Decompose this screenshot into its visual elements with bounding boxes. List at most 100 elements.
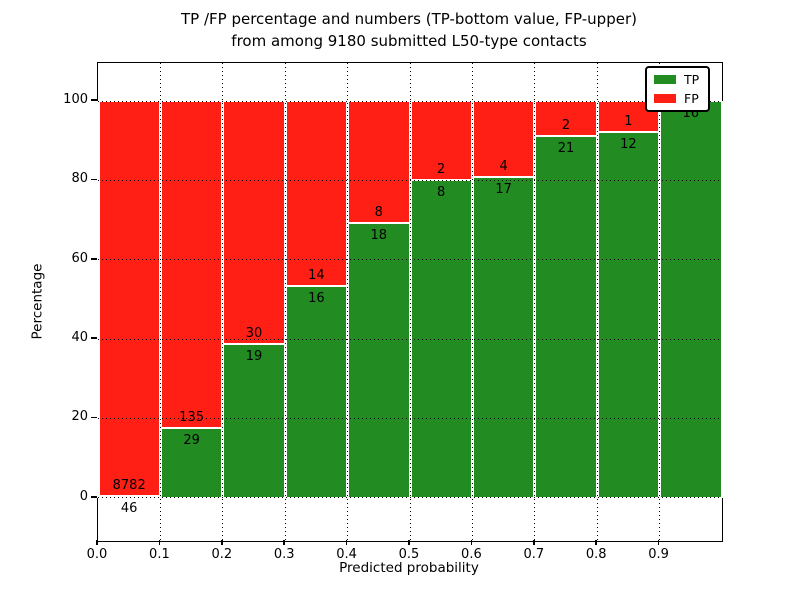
bar-count-label-fp: 2 <box>437 162 446 178</box>
legend-swatch-tp-icon <box>654 75 676 84</box>
x-tick <box>408 540 410 545</box>
bar-segment-tp <box>285 286 348 498</box>
y-tick <box>91 99 97 101</box>
bar-segment-fp <box>160 101 223 428</box>
x-tick <box>533 540 535 545</box>
bar-edge-boundary <box>285 285 348 288</box>
bar-edge-boundary <box>597 130 660 133</box>
legend-label-fp: FP <box>684 91 699 106</box>
gridline-vertical <box>284 63 286 541</box>
x-tick <box>657 540 660 545</box>
bar-count-label-tp: 18 <box>370 228 388 244</box>
bar-segment-fp <box>285 101 348 287</box>
bar-count-label-tp: 29 <box>183 432 200 448</box>
bar-count-label-tp: 8 <box>437 185 446 201</box>
bar-edge-vertical <box>720 101 724 498</box>
bar-segment-fp <box>98 101 161 496</box>
bar-segment-fp <box>472 101 535 177</box>
gridline-vertical <box>347 63 349 541</box>
bar-segment-tp <box>472 176 535 498</box>
x-tick-label: 0.6 <box>461 547 482 562</box>
bar-count-label-tp: 12 <box>620 136 637 152</box>
bar-segment-fp <box>534 101 598 136</box>
x-tick-label: 0.9 <box>648 547 669 562</box>
bar-count-label-fp: 30 <box>245 325 263 341</box>
bar-edge-boundary <box>347 222 410 225</box>
bar-edge-boundary <box>160 426 223 429</box>
bar-edge-vertical <box>96 101 100 498</box>
legend-entry-tp: TP <box>654 73 699 86</box>
bar-count-label-fp: 1 <box>624 113 633 129</box>
legend-label-tp: TP <box>684 72 700 87</box>
bar-segment-fp <box>410 101 473 181</box>
bar-edge-boundary <box>98 494 161 497</box>
x-tick <box>345 540 348 545</box>
bar-segment-tp <box>659 101 722 498</box>
bar-segment-tp <box>160 427 223 498</box>
x-tick-label: 0.8 <box>585 547 607 562</box>
y-axis-label: Percentage <box>29 263 46 340</box>
y-tick <box>91 258 97 260</box>
x-tick-label: 0.1 <box>149 547 170 562</box>
gridline-vertical <box>409 63 411 541</box>
x-tick-label: 0.5 <box>398 547 420 562</box>
y-tick-label: 0 <box>79 488 88 504</box>
bar-count-label-tp: 46 <box>120 500 138 516</box>
bar-edge-boundary <box>222 342 286 345</box>
y-tick-label: 100 <box>63 92 88 108</box>
bar-count-label-tp: 17 <box>495 181 512 197</box>
bar-segment-tp <box>534 135 598 498</box>
x-tick <box>221 540 223 545</box>
bar-segment-fp <box>222 101 286 344</box>
bar-count-label-fp: 8782 <box>112 477 146 493</box>
chart-title-line1: TP /FP percentage and numbers (TP-bottom… <box>181 10 637 28</box>
x-tick <box>595 540 597 545</box>
bar-count-label-fp: 8 <box>374 205 383 221</box>
x-axis-label: Predicted probability <box>339 560 479 576</box>
x-tick <box>96 540 98 545</box>
bar-segment-tp <box>597 131 660 498</box>
bar-segment-tp <box>98 495 161 498</box>
y-tick <box>91 178 97 181</box>
chart-title: TP /FP percentage and numbers (TP-bottom… <box>97 8 721 52</box>
gridline-vertical <box>471 63 473 541</box>
legend-swatch-fp-icon <box>654 94 676 103</box>
x-tick-label: 0.0 <box>86 547 108 562</box>
legend-entry-fp: FP <box>654 92 699 105</box>
gridline-vertical <box>596 63 598 541</box>
plot-area: 8782 46 135 29 30 19 14 16 8 18 2 8 4 17 2 21 1 12 16 <box>96 62 724 542</box>
bar-segment-fp <box>347 101 410 224</box>
bar-count-label-fp: 135 <box>179 409 205 425</box>
bar-count-label-fp: 2 <box>561 117 571 133</box>
bar-count-label-tp: 19 <box>245 348 263 364</box>
legend: TP FP <box>645 66 711 112</box>
y-tick <box>91 337 97 339</box>
y-tick-label: 80 <box>71 171 88 187</box>
x-tick-label: 0.7 <box>523 547 545 562</box>
bar-segment-tp <box>347 223 410 498</box>
y-tick-label: 60 <box>71 250 88 266</box>
gridline-vertical <box>659 63 661 541</box>
bar-count-label-fp: 4 <box>499 158 508 174</box>
y-tick-label: 40 <box>71 330 88 346</box>
bar-count-label-tp: 16 <box>308 291 325 307</box>
y-tick <box>91 496 97 498</box>
x-tick-label: 0.3 <box>273 547 295 562</box>
gridline-vertical <box>159 63 161 541</box>
x-tick <box>470 540 473 545</box>
y-tick-label: 20 <box>71 409 88 425</box>
bar-edge-boundary <box>472 175 535 178</box>
x-tick-label: 0.4 <box>336 547 357 562</box>
gridline-vertical <box>534 63 536 541</box>
y-tick <box>91 416 97 419</box>
bar-count-label-tp: 21 <box>557 140 575 156</box>
gridline-vertical <box>222 63 224 541</box>
bar-edge-boundary <box>534 134 598 137</box>
chart-title-line2: from among 9180 submitted L50-type conta… <box>231 32 587 50</box>
bar-segment-tp <box>222 343 286 498</box>
bar-count-label-fp: 14 <box>308 268 325 284</box>
x-tick <box>158 540 161 545</box>
x-tick-label: 0.2 <box>211 547 233 562</box>
x-tick <box>283 540 285 545</box>
